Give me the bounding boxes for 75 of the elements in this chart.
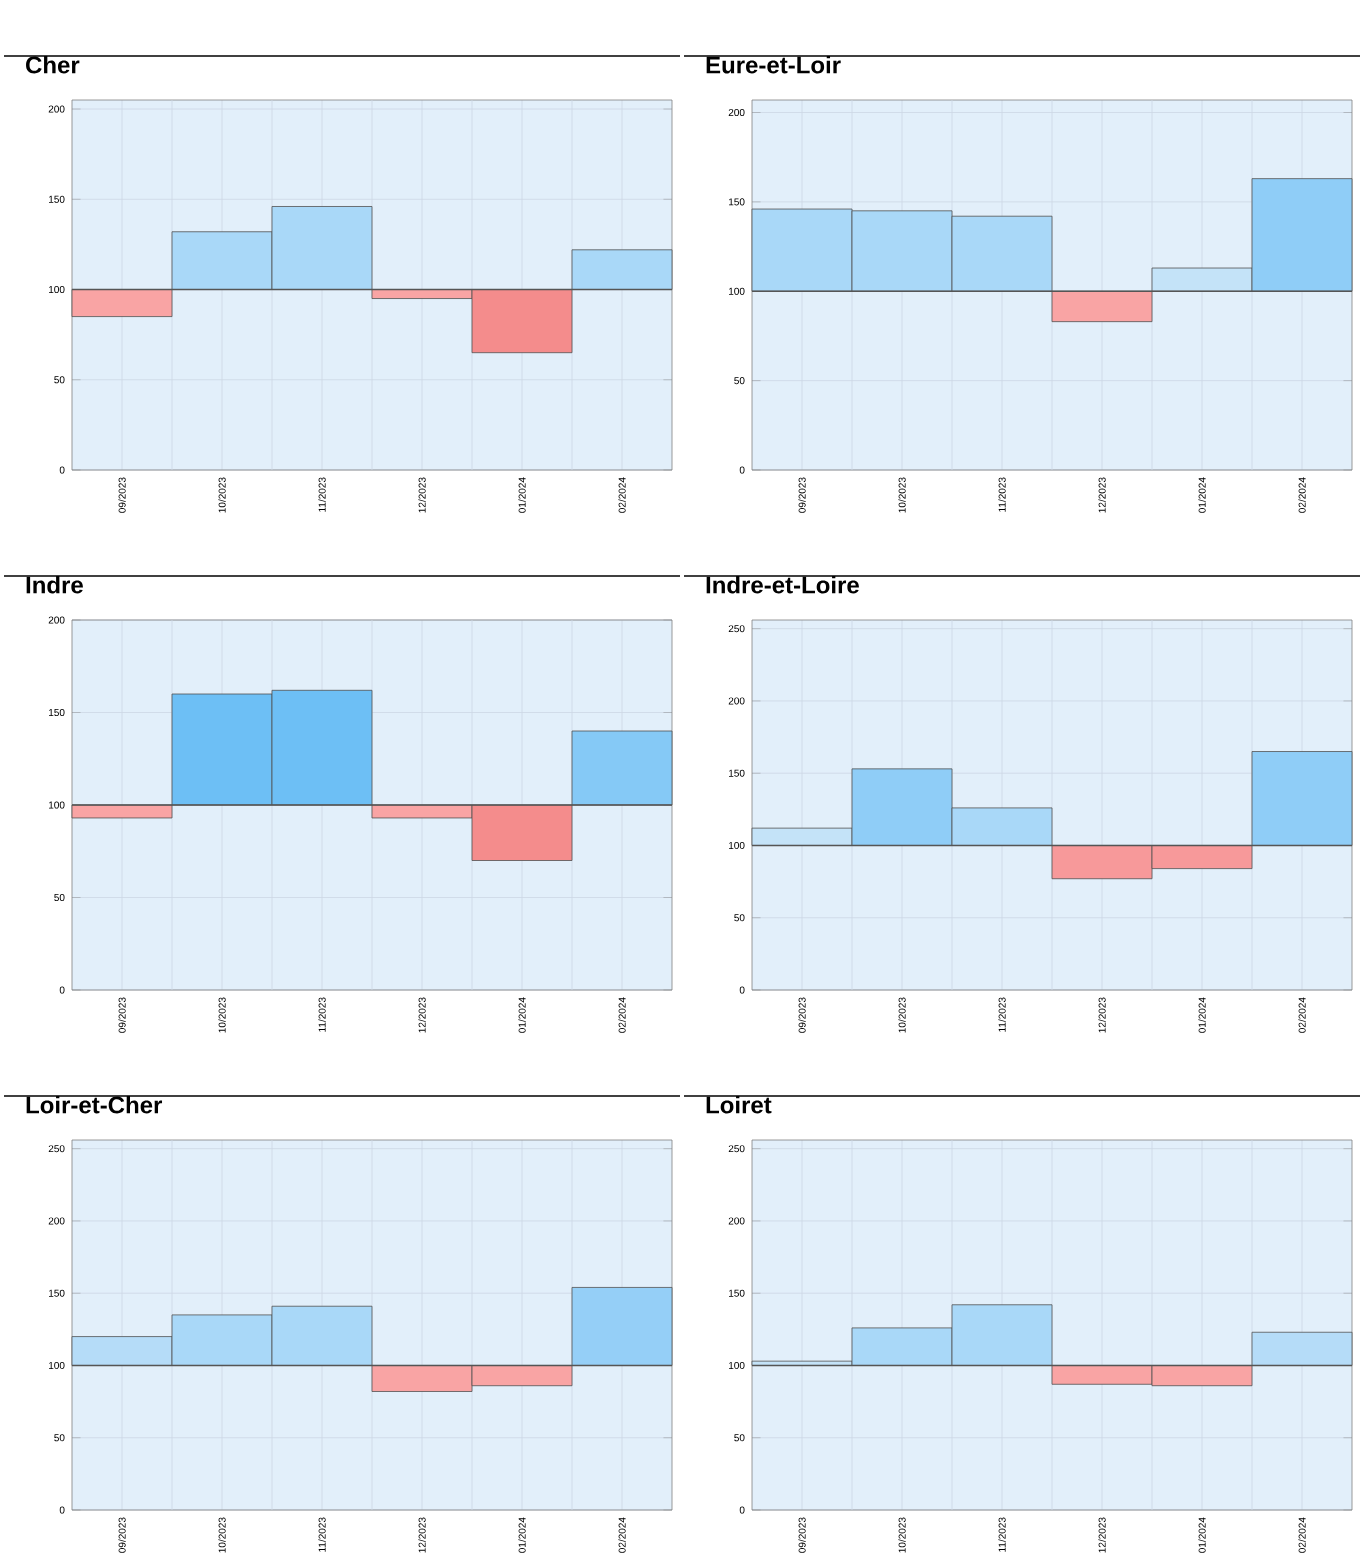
x-tick-label: 01/2024	[518, 477, 526, 513]
x-tick-label: 09/2023	[118, 997, 126, 1033]
x-tick-label: 12/2023	[1098, 1517, 1106, 1553]
x-tick-label: 09/2023	[118, 477, 126, 513]
y-tick-label: 250	[48, 1145, 65, 1153]
x-tick-label: 09/2023	[798, 1517, 806, 1553]
x-tick-label: 09/2023	[798, 997, 806, 1033]
y-tick-label: 100	[729, 841, 745, 850]
x-tick-label: 02/2024	[618, 477, 626, 513]
x-tick-label: 10/2023	[218, 997, 226, 1033]
chart-title: Indre-et-Loire	[706, 575, 859, 594]
x-tick-label: 02/2024	[1298, 1517, 1306, 1553]
y-tick-label: 100	[49, 801, 65, 809]
x-tick-label: 02/2024	[618, 1517, 626, 1553]
x-tick-label: 02/2024	[1298, 477, 1306, 513]
y-tick-label: 150	[49, 1289, 65, 1297]
y-tick-label: 150	[49, 708, 65, 717]
y-tick-label: 100	[729, 1361, 745, 1370]
x-tick-label: 11/2023	[998, 1517, 1006, 1552]
y-tick-label: 0	[59, 986, 65, 994]
x-tick-label: 11/2023	[318, 997, 326, 1032]
y-tick-label: 200	[728, 697, 745, 705]
y-tick-label: 200	[48, 1217, 65, 1225]
y-tick-label: 250	[728, 625, 745, 633]
chart-title: Indre	[26, 575, 83, 594]
x-tick-label: 01/2024	[1198, 477, 1206, 513]
x-tick-label: 12/2023	[418, 1517, 426, 1553]
x-tick-label: 11/2023	[998, 477, 1006, 512]
y-tick-label: 0	[59, 1506, 65, 1514]
y-tick-label: 250	[728, 1145, 745, 1153]
y-tick-label: 100	[49, 285, 65, 294]
x-tick-label: 01/2024	[1198, 997, 1206, 1033]
chart-title: Cher	[26, 55, 80, 74]
y-tick-label: 0	[739, 986, 745, 994]
y-tick-label: 50	[54, 1434, 65, 1442]
x-tick-label: 12/2023	[1098, 477, 1106, 513]
x-tick-label: 02/2024	[618, 997, 626, 1033]
y-tick-label: 0	[739, 466, 745, 474]
x-tick-label: 12/2023	[418, 477, 426, 513]
y-tick-label: 0	[59, 466, 65, 474]
x-tick-label: 11/2023	[318, 477, 326, 512]
x-tick-label: 10/2023	[898, 997, 906, 1033]
y-tick-label: 50	[734, 377, 745, 385]
chart-title: Loiret	[706, 1095, 772, 1114]
chart-title: Eure-et-Loir	[706, 55, 841, 74]
x-tick-label: 10/2023	[218, 477, 226, 513]
y-tick-label: 150	[729, 769, 745, 777]
y-tick-label: 100	[729, 287, 745, 295]
x-tick-label: 01/2024	[518, 1517, 526, 1553]
x-tick-label: 01/2024	[1198, 1517, 1206, 1553]
y-tick-label: 50	[734, 1434, 745, 1442]
x-tick-label: 10/2023	[898, 477, 906, 513]
x-tick-label: 10/2023	[898, 1517, 906, 1553]
x-tick-label: 10/2023	[218, 1517, 226, 1553]
x-tick-label: 02/2024	[1298, 997, 1306, 1033]
x-tick-label: 11/2023	[998, 997, 1006, 1032]
y-tick-label: 50	[734, 914, 745, 922]
x-tick-label: 09/2023	[798, 477, 806, 513]
x-tick-label: 11/2023	[318, 1517, 326, 1552]
x-tick-label: 12/2023	[1098, 997, 1106, 1033]
chart-title: Loir-et-Cher	[26, 1095, 163, 1114]
x-tick-label: 01/2024	[518, 997, 526, 1033]
y-tick-label: 200	[728, 108, 745, 117]
y-tick-label: 0	[739, 1506, 745, 1514]
y-tick-label: 100	[49, 1361, 65, 1370]
y-tick-label: 50	[54, 376, 65, 384]
y-tick-label: 150	[729, 198, 745, 206]
y-tick-label: 200	[48, 616, 65, 624]
y-tick-label: 200	[48, 105, 65, 113]
y-tick-label: 150	[729, 1289, 745, 1297]
y-tick-label: 200	[728, 1217, 745, 1225]
y-tick-label: 50	[54, 893, 65, 902]
x-tick-label: 09/2023	[118, 1517, 126, 1553]
y-tick-label: 150	[49, 195, 65, 203]
x-tick-label: 12/2023	[418, 997, 426, 1033]
